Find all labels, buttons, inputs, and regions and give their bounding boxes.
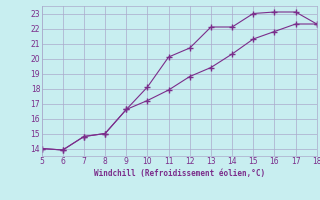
X-axis label: Windchill (Refroidissement éolien,°C): Windchill (Refroidissement éolien,°C) [94,169,265,178]
